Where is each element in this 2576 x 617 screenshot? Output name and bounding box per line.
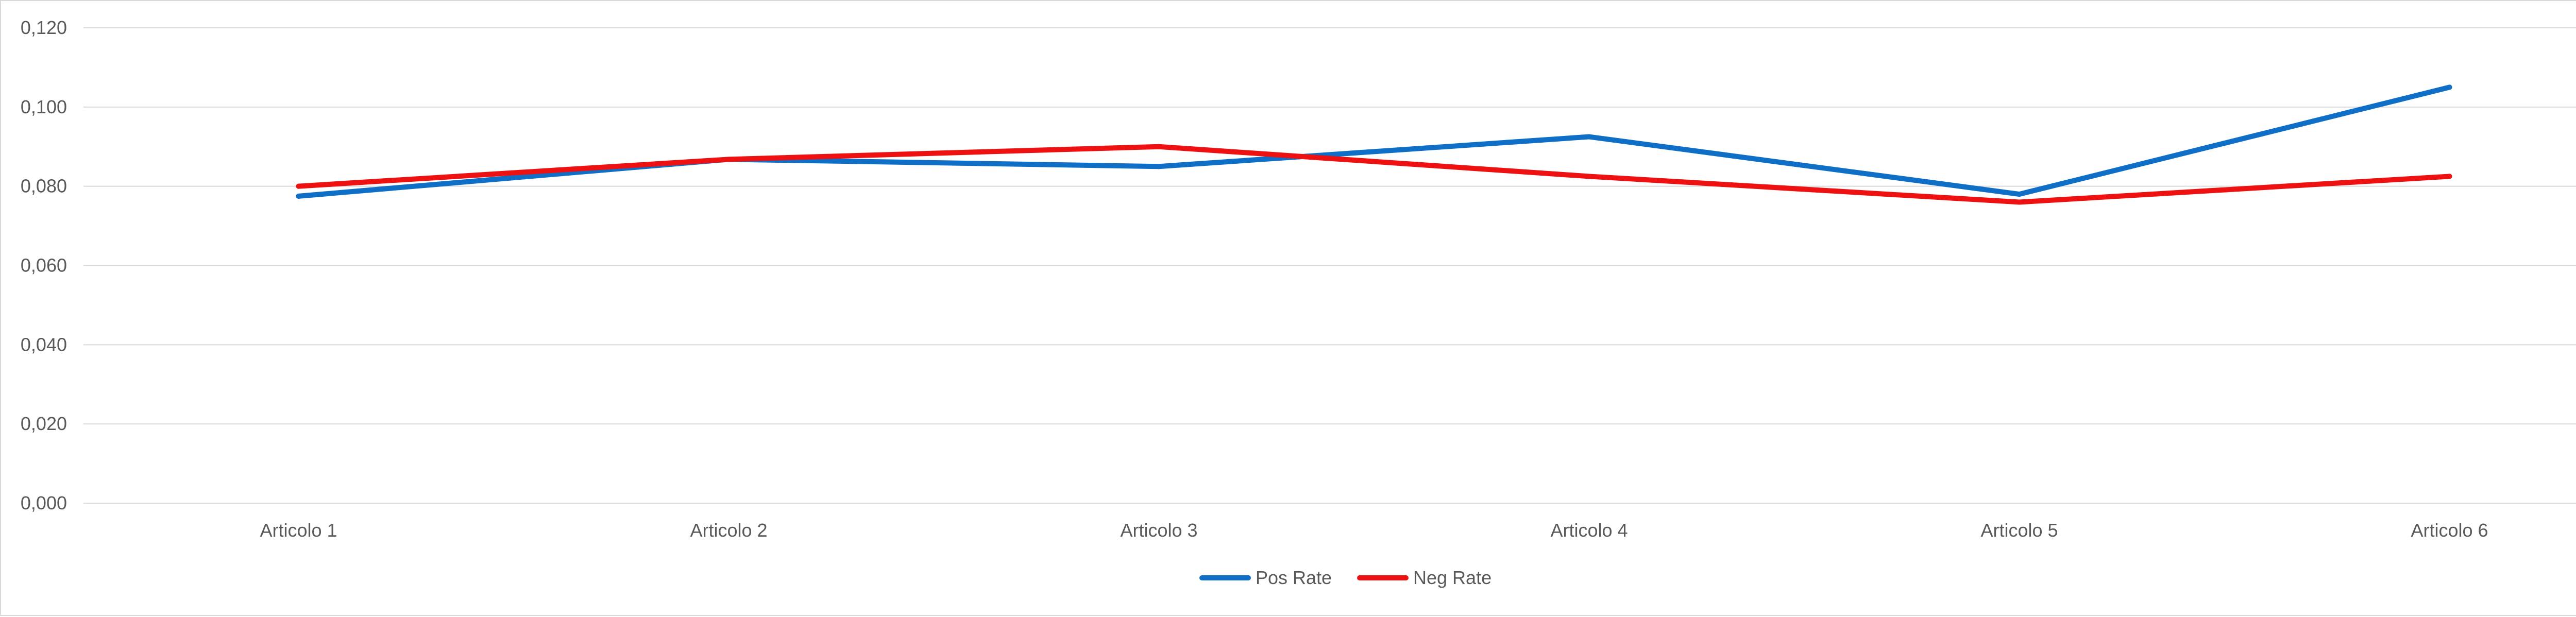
legend: Pos Rate Neg Rate [1199, 567, 1492, 588]
series-line-pos-rate [296, 84, 2452, 199]
y-tick-label: 0,040 [21, 334, 67, 355]
data-point [1586, 134, 1592, 140]
y-tick-label: 0,080 [21, 176, 67, 197]
data-point [2016, 199, 2022, 205]
legend-label: Neg Rate [1413, 567, 1492, 588]
x-tick-label: Articolo 1 [260, 520, 337, 541]
data-point [296, 183, 301, 189]
y-tick-label: 0,000 [21, 492, 67, 513]
y-tick-label: 0,060 [21, 255, 67, 276]
series-line-neg-rate [296, 144, 2452, 205]
data-point [296, 193, 301, 199]
x-tick-label: Articolo 4 [1550, 520, 1628, 541]
series-lines [296, 84, 2452, 205]
data-point [726, 157, 732, 162]
y-tick-label: 0,020 [21, 413, 67, 434]
y-axis-tick-labels: 0,000 0,020 0,040 0,060 0,080 0,100 0,120 [21, 17, 67, 513]
data-point [1156, 144, 1162, 149]
x-axis-tick-labels: Articolo 1 Articolo 2 Articolo 3 Articolo 4… [260, 520, 2488, 541]
data-point [2447, 174, 2452, 179]
x-tick-label: Articolo 2 [690, 520, 767, 541]
x-tick-label: Articolo 6 [2411, 520, 2488, 541]
y-tick-label: 0,100 [21, 96, 67, 117]
data-point [1156, 164, 1162, 169]
x-tick-label: Articolo 5 [1980, 520, 2058, 541]
legend-label: Pos Rate [1256, 567, 1332, 588]
data-point [2016, 192, 2022, 197]
x-tick-label: Articolo 3 [1120, 520, 1197, 541]
gridlines [83, 27, 2576, 504]
y-tick-label: 0,120 [21, 17, 67, 38]
data-point [1586, 174, 1592, 179]
data-point [2447, 84, 2452, 90]
